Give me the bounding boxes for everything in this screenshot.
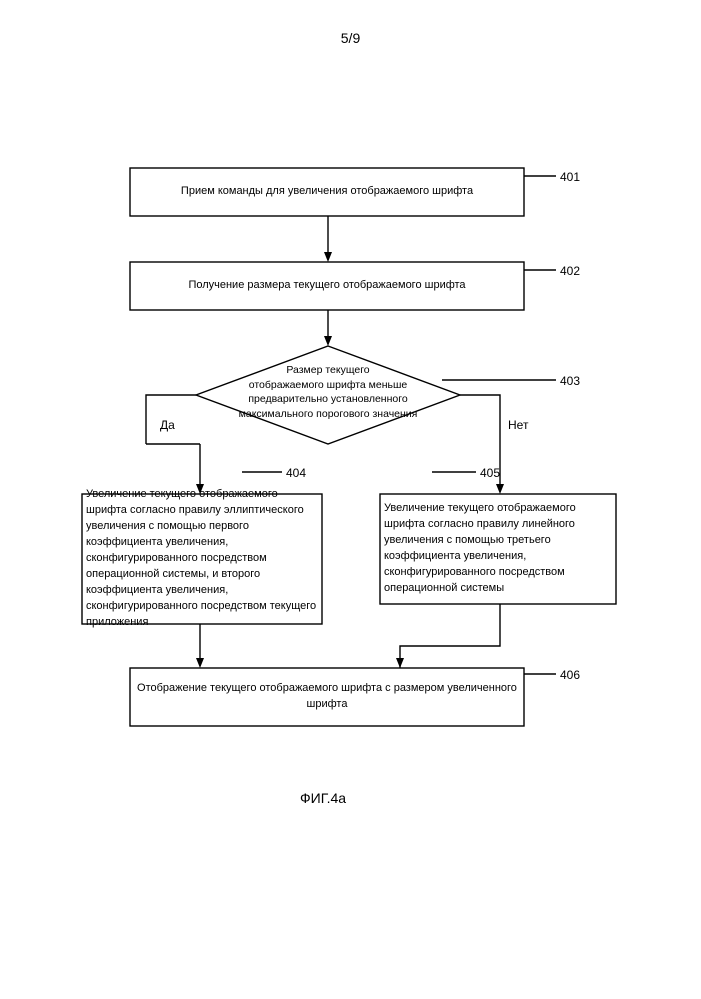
edge-yes-label: Да	[160, 418, 175, 432]
node-403-label: 403	[560, 374, 580, 388]
node-401: Прием команды для увеличения отображаемо…	[130, 168, 524, 216]
node-402: Получение размера текущего отображаемого…	[130, 262, 524, 310]
node-405-label: 405	[480, 466, 500, 480]
node-406: Отображение текущего отображаемого шрифт…	[130, 668, 524, 726]
node-404: Увеличение текущего отображаемого шрифта…	[82, 494, 322, 624]
node-406-text: Отображение текущего отображаемого шрифт…	[134, 681, 520, 713]
node-401-label: 401	[560, 170, 580, 184]
figure-caption: ФИГ.4a	[300, 790, 346, 806]
node-401-text: Прием команды для увеличения отображаемо…	[181, 184, 473, 200]
node-402-text: Получение размера текущего отображаемого…	[188, 278, 465, 294]
node-404-label: 404	[286, 466, 306, 480]
page: 5/9 Прием команды для увеличения отображ…	[0, 0, 701, 999]
edge-no-label: Нет	[508, 418, 528, 432]
node-402-label: 402	[560, 264, 580, 278]
node-404-text: Увеличение текущего отображаемого шрифта…	[86, 487, 318, 630]
node-403-text: Размер текущегоотображаемого шрифта мень…	[239, 364, 418, 420]
node-405: Увеличение текущего отображаемого шрифта…	[380, 494, 616, 604]
node-406-label: 406	[560, 668, 580, 682]
node-403: Размер текущегоотображаемого шрифта мень…	[213, 363, 443, 427]
node-405-text: Увеличение текущего отображаемого шрифта…	[384, 501, 612, 597]
